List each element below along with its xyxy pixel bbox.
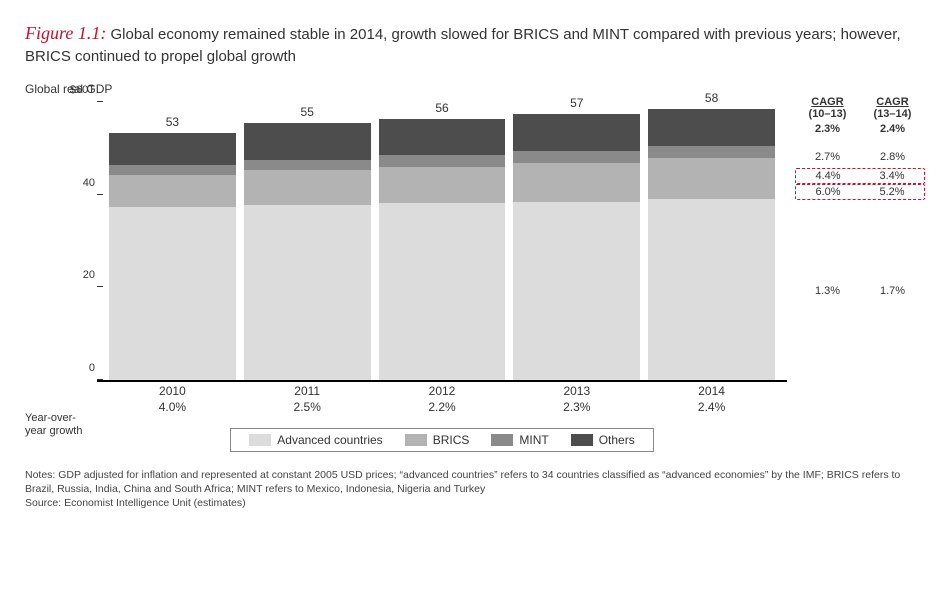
bar-total-label: 57 [570, 96, 583, 110]
legend-label: MINT [519, 433, 548, 447]
yoy-value: 2.3% [513, 400, 640, 414]
cagr-row: 6.0%5.2% [795, 184, 925, 200]
cagr-cell: 2.7% [795, 150, 860, 164]
bar-segment [379, 203, 506, 379]
bar-stack [244, 123, 371, 380]
legend-label: Advanced countries [277, 433, 382, 447]
bar-column: 58 [648, 91, 775, 380]
bar-stack [109, 133, 236, 380]
bar-segment [513, 151, 640, 163]
bar-segment [244, 170, 371, 205]
y-tick: 0 [89, 362, 95, 374]
bar-segment [379, 167, 506, 204]
bar-column: 53 [109, 115, 236, 380]
bar-stack [513, 114, 640, 380]
figure-title: Figure 1.1: Global economy remained stab… [25, 20, 925, 68]
cagr-cell: 3.4% [860, 169, 924, 183]
cagr-panel: CAGR (10–13) CAGR (13–14) 2.3% 2.4% 2.7%… [795, 82, 925, 298]
footnotes: Notes: GDP adjusted for inflation and re… [25, 468, 925, 511]
bar-column: 57 [513, 96, 640, 380]
bar-segment [648, 158, 775, 199]
notes-line-1: Notes: GDP adjusted for inflation and re… [25, 468, 925, 496]
cagr-cell: 1.3% [795, 284, 860, 298]
cagr-row: 4.4%3.4% [795, 168, 925, 184]
x-axis-yoy: 4.0% 2.5% 2.2% 2.3% 2.4% [97, 400, 787, 414]
stacked-bar-plot: 02040$60T 5355565758 [97, 102, 787, 382]
yoy-value: 2.5% [244, 400, 371, 414]
bar-column: 55 [244, 105, 371, 380]
x-year: 2014 [648, 384, 775, 398]
legend-swatch [405, 434, 427, 446]
bar-segment [244, 205, 371, 380]
legend-label: Others [599, 433, 635, 447]
yoy-label: Year-over-year growth [25, 412, 85, 438]
notes-line-2: Source: Economist Intelligence Unit (est… [25, 496, 925, 510]
x-year: 2013 [513, 384, 640, 398]
bar-stack [648, 109, 775, 380]
yoy-value: 4.0% [109, 400, 236, 414]
cagr-total-2: 2.4% [860, 122, 925, 136]
bar-segment [648, 146, 775, 158]
bar-column: 56 [379, 101, 506, 380]
x-year: 2011 [244, 384, 371, 398]
cagr-period-1: (10–13) [809, 108, 847, 120]
legend-item: Advanced countries [249, 433, 382, 447]
bar-total-label: 55 [301, 105, 314, 119]
x-year: 2010 [109, 384, 236, 398]
y-tick: 20 [83, 269, 95, 281]
cagr-cell: 1.7% [860, 284, 925, 298]
bar-total-label: 53 [166, 115, 179, 129]
y-tick: 40 [83, 177, 95, 189]
yoy-value: 2.2% [379, 400, 506, 414]
legend: Advanced countries BRICS MINT Others [230, 428, 653, 452]
legend-item: MINT [491, 433, 548, 447]
cagr-total-1: 2.3% [795, 122, 860, 136]
cagr-cell: 5.2% [860, 185, 924, 199]
bar-segment [648, 109, 775, 146]
bar-segment [513, 114, 640, 151]
bar-stack [379, 119, 506, 380]
x-axis-years: 2010 2011 2012 2013 2014 [97, 384, 787, 398]
legend-label: BRICS [433, 433, 470, 447]
bar-segment [109, 175, 236, 207]
cagr-row: 2.7%2.8% [795, 150, 925, 164]
bar-segment [109, 165, 236, 175]
figure-label: Figure 1.1: [25, 23, 106, 43]
cagr-head-1: CAGR [811, 96, 843, 108]
x-year: 2012 [379, 384, 506, 398]
legend-swatch [571, 434, 593, 446]
bar-segment [648, 199, 775, 380]
figure-title-text: Global economy remained stable in 2014, … [25, 26, 901, 65]
cagr-cell: 4.4% [796, 169, 860, 183]
bar-segment [244, 123, 371, 159]
yoy-value: 2.4% [648, 400, 775, 414]
cagr-cell: 6.0% [796, 185, 860, 199]
y-tick: $60T [70, 84, 95, 96]
cagr-period-2: (13–14) [874, 108, 912, 120]
bar-segment [513, 202, 640, 380]
bar-segment [513, 163, 640, 202]
y-axis: 02040$60T [65, 102, 95, 380]
legend-swatch [249, 434, 271, 446]
legend-item: Others [571, 433, 635, 447]
cagr-head-2: CAGR [876, 96, 908, 108]
legend-item: BRICS [405, 433, 470, 447]
cagr-row: 1.3%1.7% [795, 284, 925, 298]
cagr-cell: 2.8% [860, 150, 925, 164]
legend-swatch [491, 434, 513, 446]
bar-segment [109, 133, 236, 166]
bar-segment [379, 119, 506, 156]
bar-segment [109, 207, 236, 380]
bar-segment [244, 160, 371, 171]
bar-segment [379, 155, 506, 166]
bar-total-label: 58 [705, 91, 718, 105]
bar-total-label: 56 [435, 101, 448, 115]
